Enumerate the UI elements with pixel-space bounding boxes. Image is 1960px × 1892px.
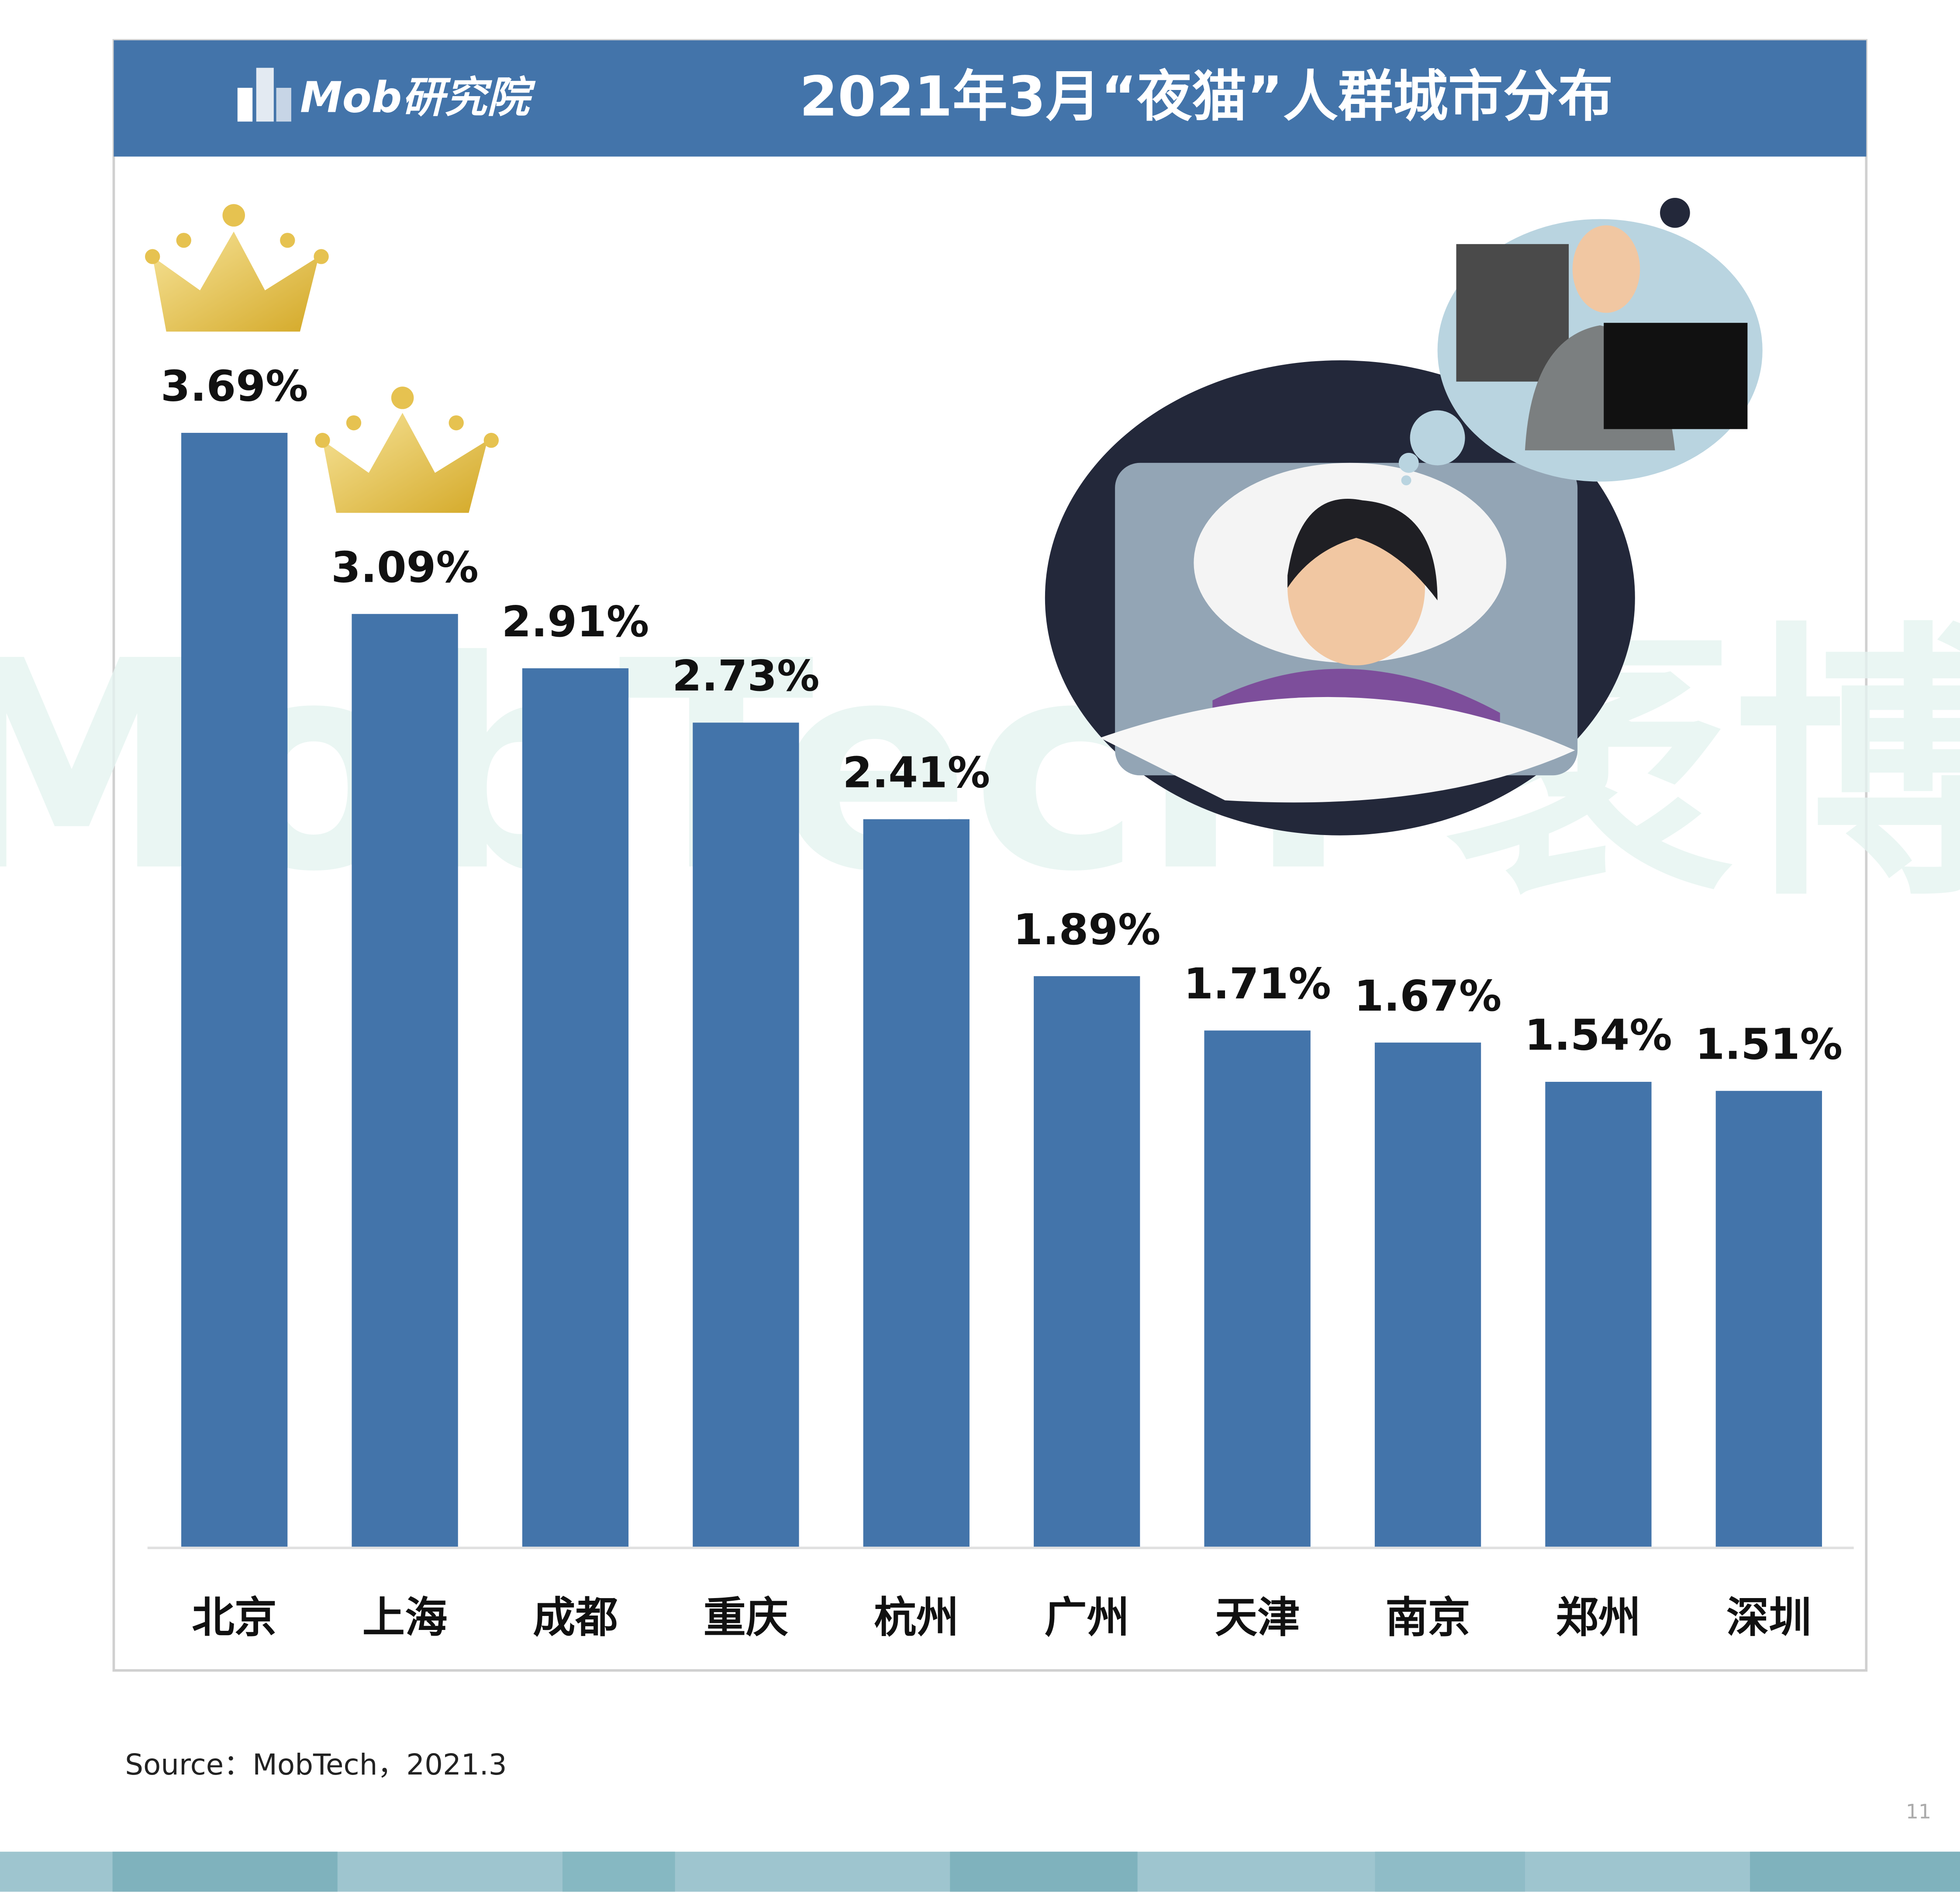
value-label: 1.51%	[1695, 1019, 1843, 1069]
bar	[352, 614, 458, 1547]
value-label: 2.91%	[502, 597, 649, 646]
value-label: 3.69%	[161, 362, 308, 411]
x-tick-label: 广州	[1044, 1593, 1129, 1642]
bar	[522, 668, 629, 1547]
value-label: 1.71%	[1184, 959, 1331, 1008]
value-label: 3.09%	[331, 542, 479, 592]
brand: Mob研究院	[300, 73, 536, 122]
logo-icon	[237, 68, 291, 122]
source: Source：MobTech，2021.3	[125, 1748, 507, 1782]
x-tick-label: 杭州	[874, 1593, 959, 1642]
value-label: 1.89%	[1013, 905, 1161, 954]
value-label: 2.41%	[843, 748, 990, 797]
bar	[1374, 1043, 1481, 1547]
x-tick-label: 天津	[1215, 1593, 1300, 1642]
x-tick-label: 上海	[362, 1593, 448, 1642]
crown	[315, 387, 499, 513]
crown	[145, 204, 329, 332]
value-label: 1.67%	[1354, 971, 1502, 1021]
bar	[1715, 1091, 1822, 1547]
watermark: MobTech 袤博	[0, 600, 1960, 935]
x-tick-label: 北京	[192, 1593, 277, 1642]
x-tick-label: 郑州	[1556, 1593, 1641, 1642]
header-bar	[114, 40, 1867, 157]
x-tick-label: 重庆	[704, 1593, 789, 1642]
footer-stripe	[0, 1851, 1960, 1892]
bar	[1204, 1030, 1311, 1547]
bar	[1545, 1081, 1652, 1547]
page-number: 11	[1906, 1799, 1931, 1823]
x-tick-label: 南京	[1385, 1593, 1470, 1642]
bar	[1034, 976, 1140, 1547]
chart-title: 2021年3月“夜猫”人群城市分布	[800, 64, 1613, 128]
bar	[181, 433, 288, 1547]
illustration	[1045, 197, 1763, 836]
value-label: 2.73%	[672, 651, 820, 701]
value-label: 1.54%	[1525, 1011, 1672, 1060]
bar	[693, 722, 799, 1547]
bar	[863, 819, 970, 1547]
x-tick-label: 深圳	[1726, 1593, 1812, 1642]
x-tick-label: 成都	[533, 1593, 618, 1642]
